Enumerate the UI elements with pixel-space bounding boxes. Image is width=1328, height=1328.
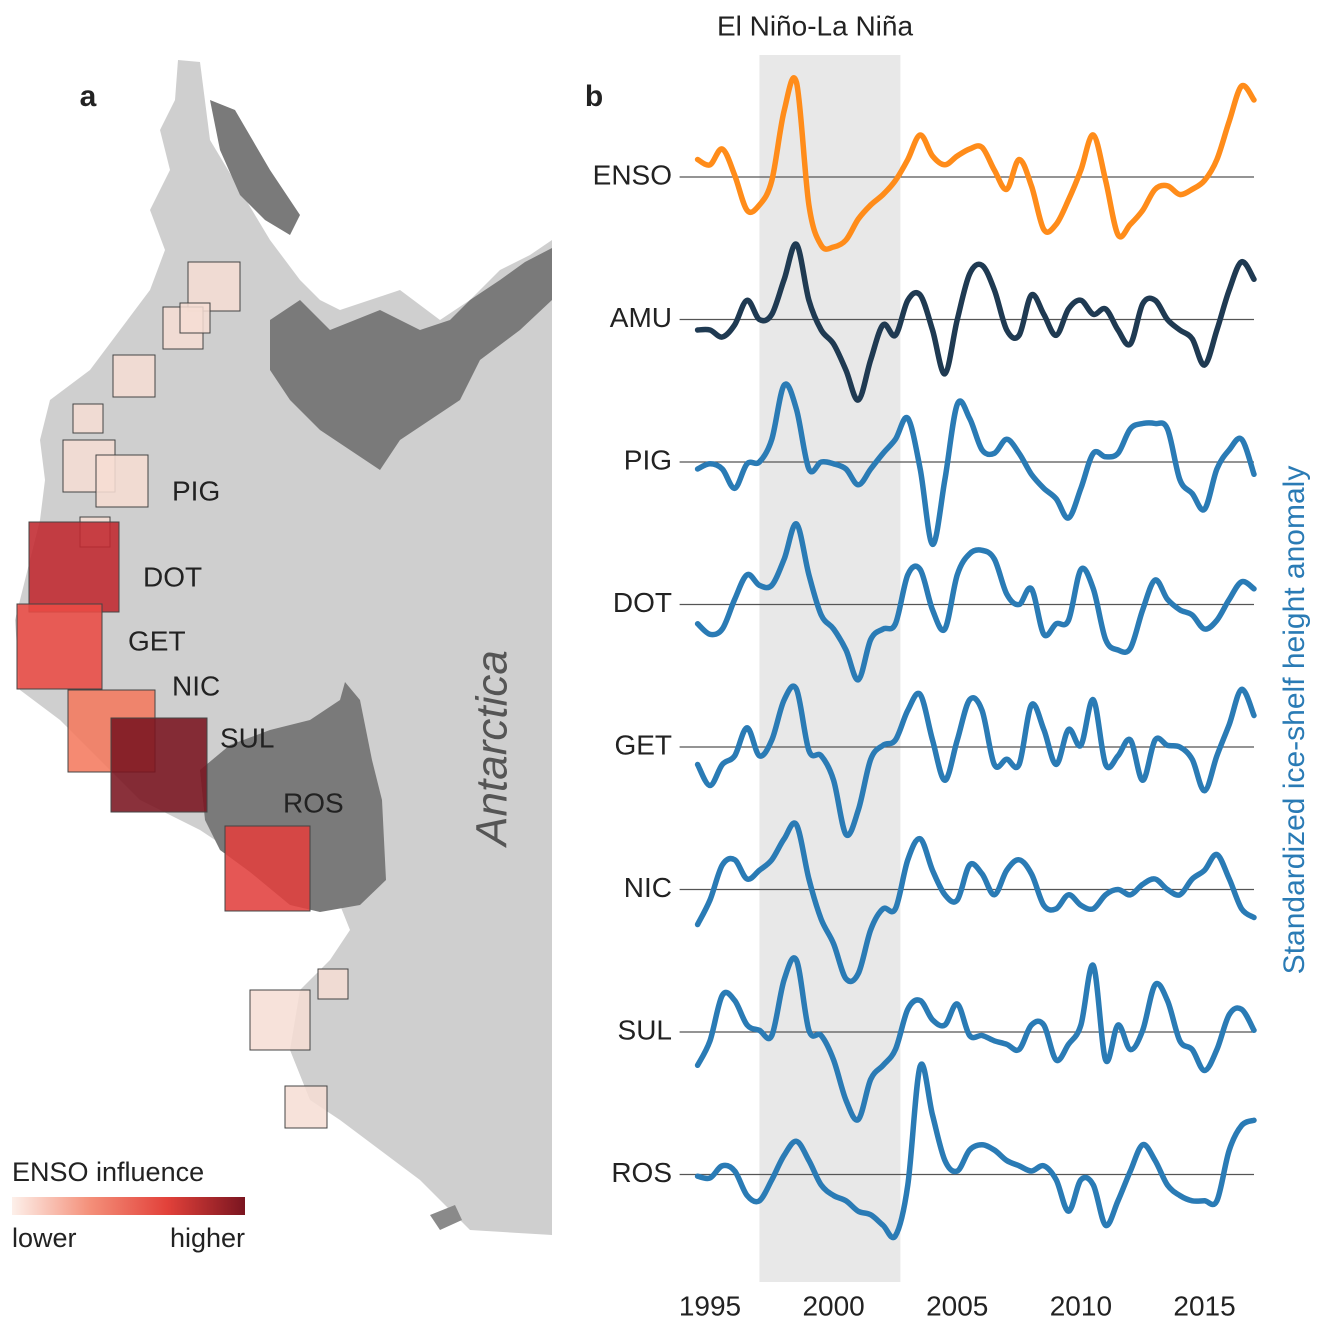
series-line bbox=[694, 955, 1257, 1123]
series-line bbox=[694, 381, 1257, 548]
ice-shelf bbox=[270, 248, 552, 470]
series-label: DOT bbox=[613, 587, 672, 618]
series-label: GET bbox=[614, 729, 672, 760]
series-label: ROS bbox=[611, 1157, 672, 1188]
continent-label: Antarctica bbox=[468, 650, 517, 849]
ice-shelf bbox=[210, 100, 300, 235]
region-box bbox=[72, 403, 104, 434]
panel-label: a bbox=[80, 80, 97, 113]
series-label: NIC bbox=[624, 872, 672, 903]
region-box bbox=[224, 825, 311, 912]
region-box bbox=[16, 603, 103, 690]
region-label: NIC bbox=[172, 670, 220, 701]
series-line bbox=[694, 521, 1257, 683]
series-label: ENSO bbox=[593, 159, 672, 190]
chart-title: El Niño-La Niña bbox=[717, 10, 914, 41]
region-label: GET bbox=[128, 625, 186, 656]
region-label: ROS bbox=[283, 787, 344, 818]
series-line bbox=[694, 75, 1257, 252]
ice-shelf bbox=[430, 1205, 462, 1230]
series-line bbox=[694, 820, 1257, 985]
legend-title: ENSO influence bbox=[12, 1157, 204, 1187]
highlight-band bbox=[759, 55, 901, 1282]
region-box bbox=[317, 968, 349, 1000]
region-box bbox=[179, 302, 211, 334]
region-box bbox=[112, 354, 156, 398]
region-label: DOT bbox=[143, 561, 202, 592]
y-axis-label: Standardized ice-shelf height anomaly bbox=[1278, 466, 1311, 975]
line-chart: El Niño-La Niña b Standardized ice-shelf… bbox=[585, 10, 1311, 1321]
x-tick-label: 2000 bbox=[802, 1290, 864, 1321]
region-box bbox=[284, 1085, 328, 1129]
legend-low: lower bbox=[12, 1223, 77, 1253]
panel-label: b bbox=[585, 80, 603, 113]
region-label: SUL bbox=[220, 722, 274, 753]
region-box bbox=[249, 989, 311, 1051]
legend-colorbar bbox=[12, 1197, 245, 1215]
x-tick-label: 2010 bbox=[1050, 1290, 1112, 1321]
x-tick-label: 2015 bbox=[1173, 1290, 1235, 1321]
region-label: PIG bbox=[172, 475, 220, 506]
series-label: PIG bbox=[624, 444, 672, 475]
series-label: AMU bbox=[610, 302, 672, 333]
series-line bbox=[694, 1061, 1257, 1241]
region-box bbox=[110, 717, 208, 813]
region-box bbox=[95, 454, 149, 508]
series-line bbox=[694, 683, 1257, 839]
x-tick-label: 1995 bbox=[679, 1290, 741, 1321]
region-box bbox=[28, 521, 120, 613]
series-label: SUL bbox=[618, 1014, 672, 1045]
x-tick-label: 2005 bbox=[926, 1290, 988, 1321]
series-line bbox=[694, 241, 1257, 403]
legend-high: higher bbox=[170, 1223, 245, 1253]
